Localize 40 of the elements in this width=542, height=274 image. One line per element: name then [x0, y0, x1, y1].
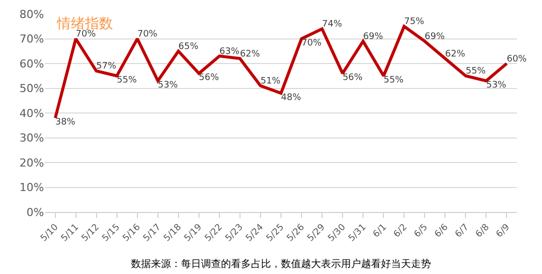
data-label: 53% [158, 80, 178, 91]
data-label: 74% [322, 20, 342, 30]
data-label: 69% [363, 32, 384, 42]
x-tick-label: 6/8 [474, 222, 492, 240]
data-label: 62% [240, 49, 260, 60]
x-tick-label: 6/2 [392, 222, 410, 240]
data-label: 75% [404, 17, 425, 28]
data-label: 55% [384, 76, 404, 86]
y-tick-label: 10% [20, 181, 44, 194]
y-tick-label: 70% [20, 32, 44, 46]
data-label: 70% [137, 30, 158, 40]
data-label: 55% [466, 66, 486, 77]
x-tick-label: 6/6 [433, 222, 451, 240]
data-label: 38% [55, 118, 76, 128]
data-label: 62% [445, 49, 466, 60]
y-tick-label: 80% [20, 8, 44, 21]
data-label: 51% [260, 76, 281, 87]
data-label: 56% [342, 73, 364, 84]
data-label: 53% [486, 80, 507, 91]
data-label: 65% [178, 42, 199, 52]
x-tick-label: 6/1 [372, 222, 389, 240]
data-label: 70% [302, 38, 322, 48]
data-label: 63% [219, 46, 240, 57]
source-note: 数据来源：每日调查的看多占比，数值越大表示用户越看好当天走势 [131, 258, 431, 270]
y-tick-label: 30% [20, 132, 44, 145]
data-label: 57% [96, 62, 117, 72]
x-tick-label: 6/7 [454, 222, 472, 240]
data-label: 60% [506, 54, 528, 64]
data-label: 48% [281, 92, 302, 103]
y-tick-label: 50% [20, 82, 44, 96]
data-label: 56% [198, 73, 220, 84]
x-tick-label: 6/9 [494, 222, 512, 240]
x-tick-label: 6/5 [412, 222, 430, 240]
y-tick-label: 40% [20, 106, 44, 120]
y-tick-label: 20% [20, 156, 44, 170]
data-label: 55% [116, 76, 138, 86]
y-tick-label: 60% [20, 57, 44, 70]
y-tick-label: 0% [26, 206, 44, 219]
data-label: 70% [76, 30, 96, 40]
data-label: 69% [424, 32, 446, 42]
